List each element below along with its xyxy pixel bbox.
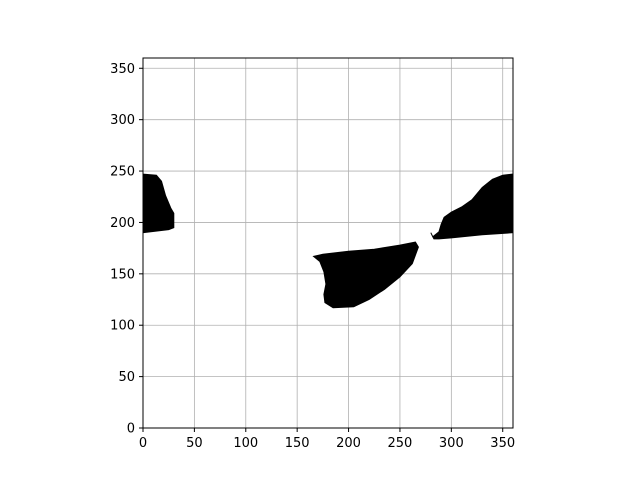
y-tick-label: 50 <box>118 370 135 385</box>
grid <box>142 58 513 429</box>
right-edge-region <box>430 173 514 240</box>
y-tick-label: 300 <box>110 113 135 128</box>
y-tick-label: 0 <box>127 422 135 437</box>
x-tick-label: 50 <box>186 436 203 451</box>
y-tick-label: 250 <box>110 165 135 180</box>
x-tick-label: 150 <box>285 436 310 451</box>
y-tick-label: 150 <box>110 267 135 282</box>
center-region <box>312 241 419 309</box>
x-tick-label: 300 <box>439 436 464 451</box>
y-tick-label: 200 <box>110 216 135 231</box>
y-tick-label: 100 <box>110 319 135 334</box>
x-tick-label: 100 <box>233 436 258 451</box>
regions <box>142 173 514 309</box>
left-edge-region <box>142 173 175 234</box>
x-tick-label: 0 <box>139 436 147 451</box>
x-tick-label: 250 <box>388 436 413 451</box>
x-tick-label: 350 <box>490 436 515 451</box>
axes <box>142 57 514 429</box>
plot-frame <box>142 57 514 429</box>
x-tick-label: 200 <box>336 436 361 451</box>
ticks: 0 50 100 150 200 250 300 350 0 50 100 150 200 250 300 3… <box>110 62 515 451</box>
y-tick-label: 350 <box>110 62 135 77</box>
